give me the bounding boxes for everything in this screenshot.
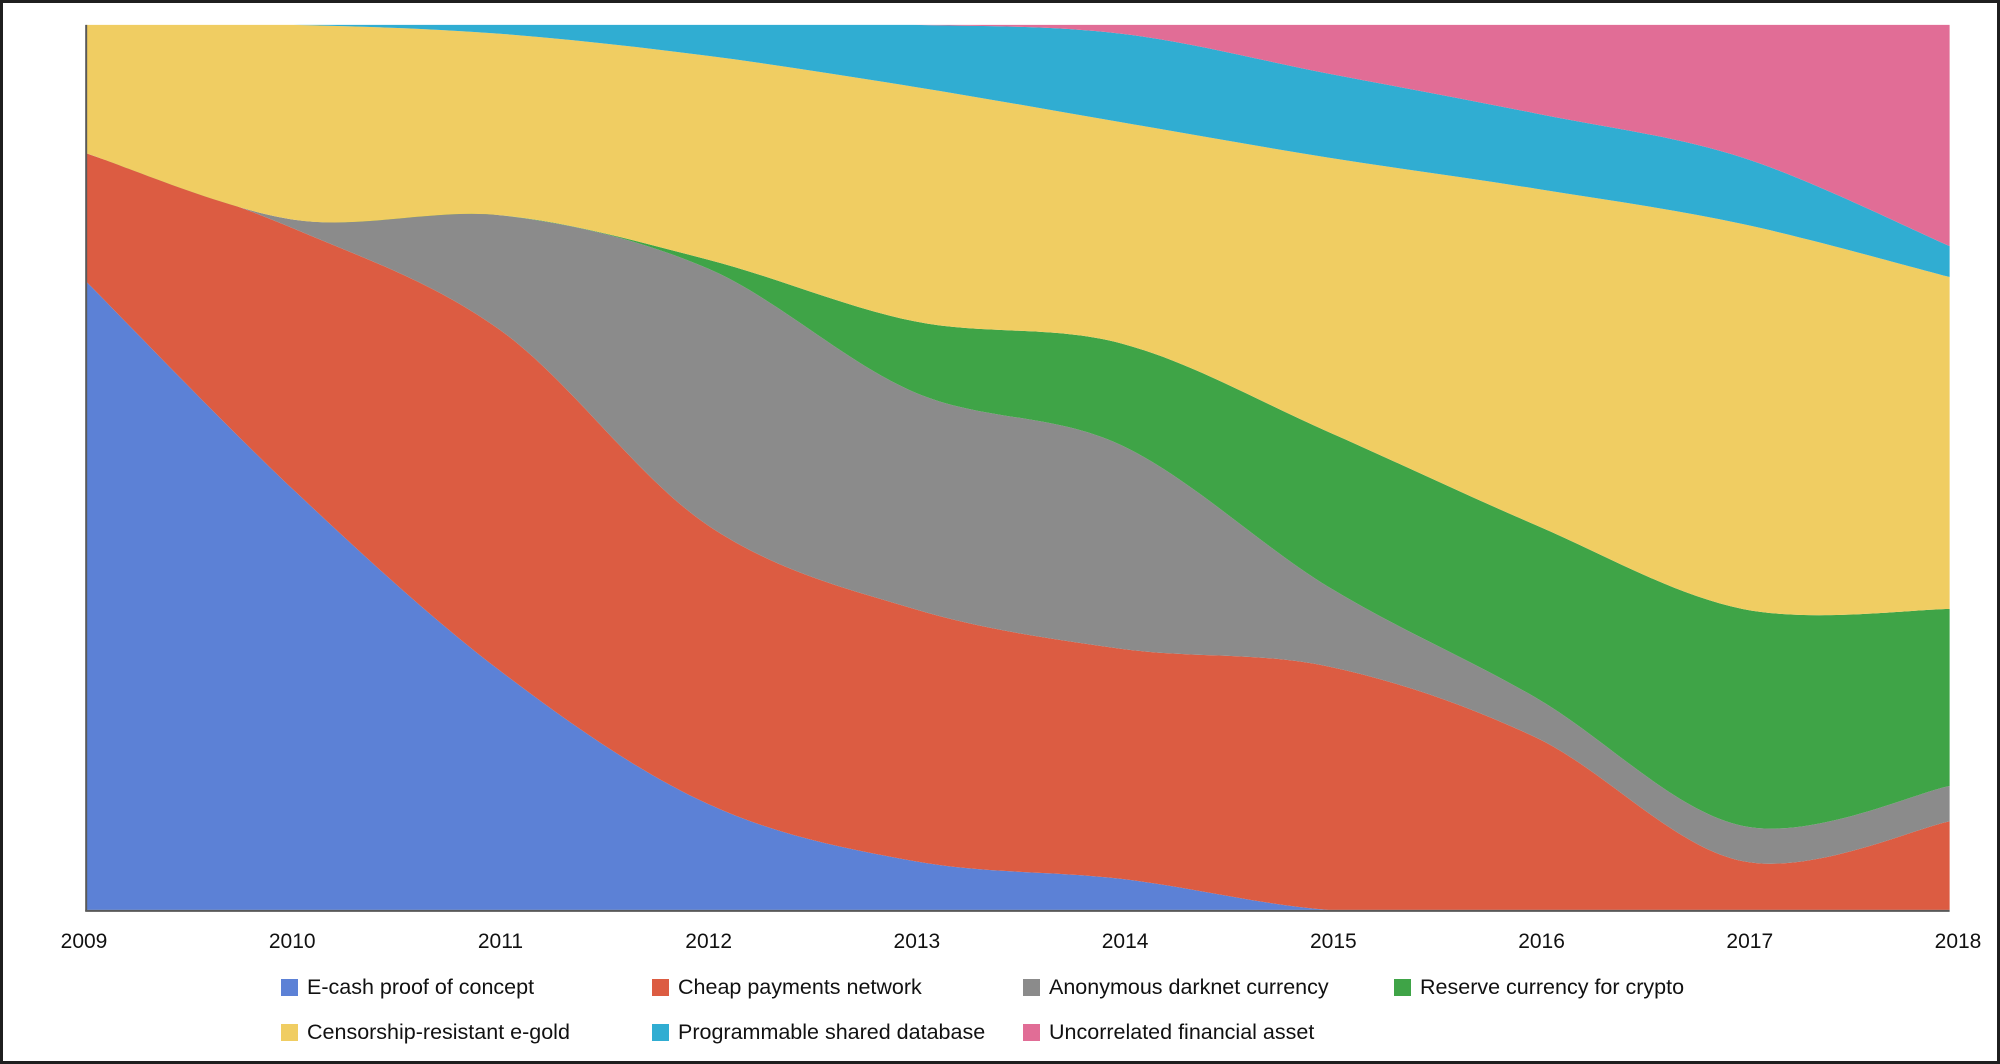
legend-label-uncorrelated-financial-asset: Uncorrelated financial asset xyxy=(1049,1020,1315,1044)
legend-item-censorship-resistant-e-gold: Censorship-resistant e-gold xyxy=(281,1020,652,1045)
legend-item-e-cash-proof-of-concept: E-cash proof of concept xyxy=(281,975,652,1000)
legend-swatch-uncorrelated-financial-asset xyxy=(1023,1024,1040,1041)
area-programmable-shared-database xyxy=(86,24,1950,278)
area-uncorrelated-financial-asset xyxy=(86,24,1950,247)
legend-swatch-reserve-currency-for-crypto xyxy=(1394,979,1411,996)
legend-item-anonymous-darknet-currency: Anonymous darknet currency xyxy=(1023,975,1394,1000)
legend-item-cheap-payments-network: Cheap payments network xyxy=(652,975,1023,1000)
area-cheap-payments-network xyxy=(86,153,1950,910)
legend-label-cheap-payments-network: Cheap payments network xyxy=(678,975,922,999)
legend-swatch-programmable-shared-database xyxy=(652,1024,669,1041)
legend-item-uncorrelated-financial-asset: Uncorrelated financial asset xyxy=(1023,1020,1394,1045)
legend-swatch-cheap-payments-network xyxy=(652,979,669,996)
legend-label-programmable-shared-database: Programmable shared database xyxy=(678,1020,986,1044)
legend-label-reserve-currency-for-crypto: Reserve currency for crypto xyxy=(1420,975,1685,999)
legend-item-programmable-shared-database: Programmable shared database xyxy=(652,1020,1023,1045)
area-censorship-resistant-e-gold xyxy=(86,24,1950,616)
legend-label-e-cash-proof-of-concept: E-cash proof of concept xyxy=(307,975,535,999)
chart-axes xyxy=(85,24,1950,912)
legend-swatch-e-cash-proof-of-concept xyxy=(281,979,298,996)
legend-swatch-censorship-resistant-e-gold xyxy=(281,1024,298,1041)
legend-label-censorship-resistant-e-gold: Censorship-resistant e-gold xyxy=(307,1020,570,1044)
legend-label-anonymous-darknet-currency: Anonymous darknet currency xyxy=(1049,975,1329,999)
stacked-area-chart xyxy=(85,24,1950,912)
chart-areas xyxy=(86,24,1950,910)
area-reserve-currency-for-crypto xyxy=(86,153,1950,829)
legend: E-cash proof of concept Cheap payments ne… xyxy=(281,965,1765,1055)
legend-swatch-anonymous-darknet-currency xyxy=(1023,979,1040,996)
area-anonymous-darknet-currency xyxy=(86,153,1950,864)
area-e-cash-proof-of-concept xyxy=(86,281,1950,910)
legend-item-reserve-currency-for-crypto: Reserve currency for crypto xyxy=(1394,975,1765,1000)
